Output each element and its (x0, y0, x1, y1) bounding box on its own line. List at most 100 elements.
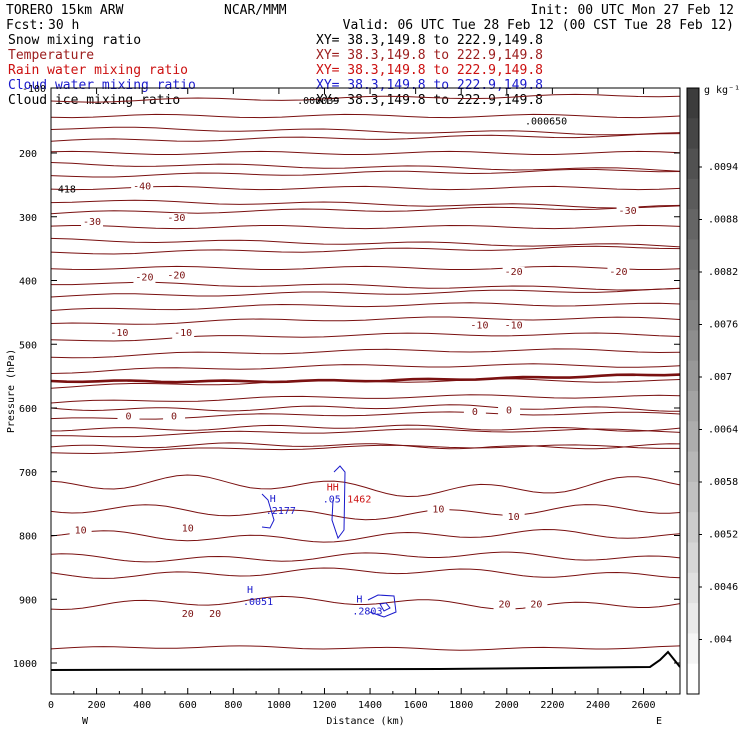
top-value-label: 418 (58, 185, 76, 196)
temperature-contour (51, 316, 680, 325)
colorbar-segment (687, 481, 699, 513)
temperature-contour (51, 281, 680, 291)
x-tick-label: 1200 (312, 700, 336, 711)
x-tick-label: 600 (179, 700, 197, 711)
y-tick-label: 800 (19, 532, 37, 543)
field-legend: Snow mixing ratio XY= 38.3,149.8 to 222.9… (8, 33, 543, 108)
x-tick-label: 0 (48, 700, 54, 711)
field-name: Cloud water mixing ratio (8, 78, 196, 93)
colorbar-label: .0064 (708, 425, 738, 436)
overlap-text: -100 (22, 84, 46, 95)
temperature-label: -30 (83, 217, 101, 228)
colorbar-segment (687, 663, 699, 695)
temperature-contour (51, 265, 680, 271)
temperature-contour (51, 126, 680, 136)
temperature-contour (51, 287, 680, 298)
extremum-value: .0051 (243, 597, 273, 608)
temperature-contour (51, 394, 680, 404)
colorbar-label: .0094 (708, 162, 738, 173)
y-tick-label: 300 (19, 213, 37, 224)
y-tick-label: 700 (19, 468, 37, 479)
temperature-label: -20 (135, 273, 153, 284)
temperature-label: -30 (167, 213, 185, 224)
temperature-contour (51, 93, 680, 103)
contour-label-bg (502, 512, 525, 524)
field-xy: XY= 38.3,149.8 to 222.9,149.8 (316, 78, 543, 93)
y-tick-label: 200 (19, 149, 37, 160)
temperature-contour (51, 162, 680, 172)
contour-label-bg (616, 206, 639, 218)
temperature-contour (51, 444, 680, 455)
temperature-label: -40 (133, 181, 151, 192)
temperature-label: 20 (498, 600, 510, 611)
colorbar-segment (687, 391, 699, 422)
colorbar-label: .0052 (708, 530, 738, 541)
field-name: Snow mixing ratio (8, 33, 141, 48)
extremum-symbol: H (356, 595, 362, 606)
field-xy: XY= 38.3,149.8 to 222.9,149.8 (316, 63, 543, 78)
temperature-contour (51, 428, 680, 438)
contour-label-bg (427, 504, 450, 516)
temperature-contour (51, 348, 680, 359)
init-time: Init: 00 UTC Mon 27 Feb 12 (531, 3, 735, 18)
contour-label-bg (176, 523, 199, 535)
extremum-value: .05 (323, 494, 341, 505)
y-tick-label: 500 (19, 340, 37, 351)
colorbar-segment (687, 330, 699, 362)
x-tick-label: 800 (224, 700, 242, 711)
contour-label-bg (463, 407, 486, 419)
temperature-contour (51, 245, 680, 255)
temperature-contour (51, 302, 680, 311)
colorbar-segment (687, 603, 699, 634)
fcst-label: Fcst: (6, 18, 45, 33)
temperature-label: -20 (609, 267, 627, 278)
colorbar-segment (687, 269, 699, 301)
colorbar-segment (687, 300, 699, 331)
field-name: Temperature (8, 48, 94, 63)
temperature-label: -20 (505, 267, 523, 278)
contour-label-bg (81, 217, 104, 229)
temperature-contour (51, 150, 680, 155)
colorbar-segment (687, 542, 699, 574)
colorbar-label: .0088 (708, 215, 738, 226)
temperature-contour (51, 237, 680, 248)
field-name: Cloud ice mixing ratio (8, 93, 180, 108)
zero-isotherm (51, 373, 680, 384)
temperature-contour (51, 185, 680, 191)
center-name: NCAR/MMM (224, 3, 287, 18)
colorbar-segment (687, 451, 699, 483)
temperature-label: -30 (619, 206, 637, 217)
temperature-label: -10 (110, 328, 128, 339)
colorbar-label: .004 (708, 635, 732, 646)
contour-label-bg (69, 525, 92, 537)
contour-label-bg (133, 272, 156, 284)
y-tick-label: 600 (19, 404, 37, 415)
temperature-contour (51, 332, 680, 342)
extremum-value: .2803 (352, 607, 382, 618)
contour-label-bg (165, 213, 188, 225)
temperature-contour (51, 363, 680, 374)
temperature-label: 10 (432, 505, 444, 516)
colorbar-label: .0076 (708, 320, 738, 331)
contour-label-bg (204, 609, 227, 621)
temperature-label: -20 (167, 271, 185, 282)
field-xy: XY= 38.3,149.8 to 222.9,149.8 (316, 48, 543, 63)
colorbar-label: .0058 (708, 477, 738, 488)
y-tick-label: 1000 (13, 659, 37, 670)
temperature-contour (51, 424, 680, 432)
cloud-water-contour (367, 594, 397, 618)
x-tick-label: 1000 (267, 700, 291, 711)
extremum-value: .2177 (266, 506, 296, 517)
x-tick-label: 2600 (631, 700, 655, 711)
contour-label-bg (468, 320, 491, 332)
temperature-label: 20 (209, 609, 221, 620)
field-xy: XY= 38.3,149.8 to 222.9,149.8 (316, 93, 543, 108)
x-tick-label: 2000 (495, 700, 519, 711)
valid-time: Valid: 06 UTC Tue 28 Feb 12 (00 CST Tue … (343, 18, 734, 33)
cloud-water-contour (331, 465, 346, 540)
colorbar-label: .0082 (708, 267, 738, 278)
temperature-label: -10 (174, 328, 192, 339)
contour-label-bg (607, 266, 630, 278)
temperature-contour (51, 567, 680, 579)
